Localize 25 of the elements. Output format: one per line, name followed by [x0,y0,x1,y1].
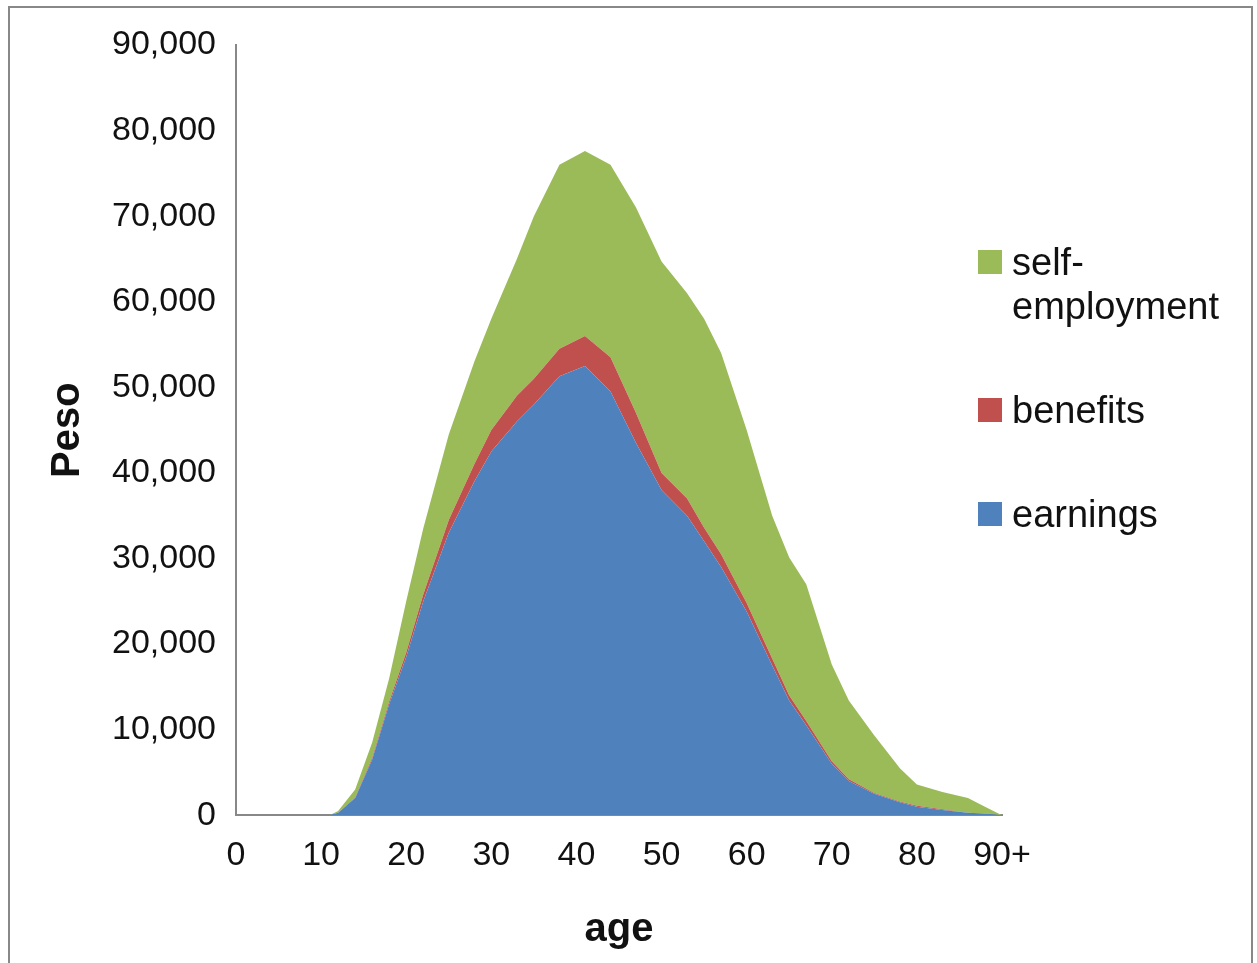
x-tick-label: 70 [812,833,851,872]
y-tick-label: 60,000 [111,280,216,319]
x-tick-label: 30 [472,833,511,872]
y-tick-label: 10,000 [111,708,216,746]
x-tick-label: 90+ [973,833,1031,872]
y-tick-label: 40,000 [111,451,216,490]
y-tick-label: 0 [197,793,216,832]
y-tick-label: 80,000 [111,108,216,147]
legend-label: earnings [1012,492,1159,536]
y-axis-title: Peso [43,382,88,478]
x-axis-title: age [584,905,654,950]
x-tick-label: 80 [897,833,936,872]
x-tick-label: 50 [642,833,681,872]
legend-label: benefits [1012,388,1147,432]
y-tick-label: 70,000 [111,194,216,233]
y-tick-label: 50,000 [111,365,216,404]
x-tick-label: 60 [727,833,766,872]
x-tick-label: 20 [387,833,426,872]
x-tick-label: 40 [557,833,596,872]
legend-label: self-employment [1012,240,1220,328]
y-tick-label: 20,000 [111,622,216,661]
x-tick-label: 0 [226,833,246,872]
y-tick-label: 90,000 [111,23,216,62]
y-tick-label: 30,000 [111,536,216,575]
x-tick-label: 10 [302,833,341,872]
